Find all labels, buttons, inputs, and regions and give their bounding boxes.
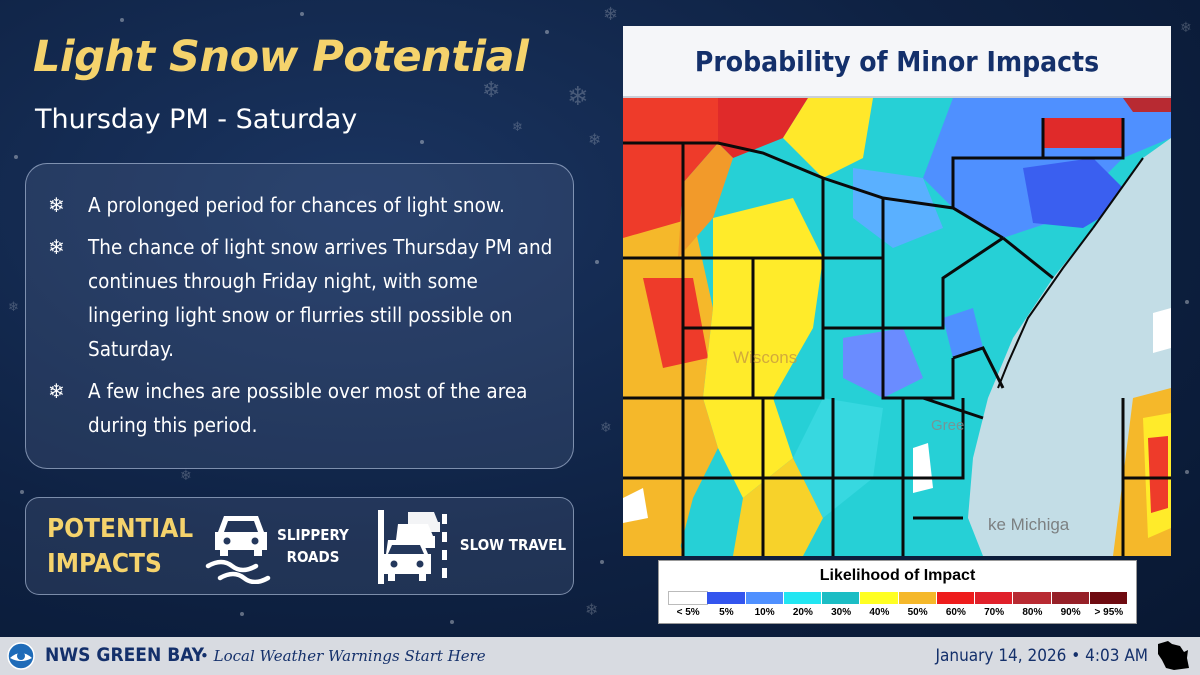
legend-swatch <box>1051 592 1090 604</box>
bullet-panel: ❄ A prolonged period for chances of ligh… <box>25 163 574 469</box>
map-title: Probability of Minor Impacts <box>694 44 1100 78</box>
legend-label: 10% <box>754 607 775 618</box>
legend-label: 30% <box>831 607 852 618</box>
legend-swatch <box>975 592 1014 604</box>
snowflake-icon: ❄ <box>1180 20 1192 36</box>
snowflake-icon: ❄ <box>180 468 192 484</box>
issue-datetime: January 14, 2026 • 4:03 AM <box>935 646 1149 666</box>
snowflake-icon: ❄ <box>567 82 589 112</box>
impacts-panel: POTENTIAL IMPACTS SLIPPERY ROADS <box>25 497 574 595</box>
legend-label: 20% <box>792 607 813 618</box>
snowflake-icon: ❄ <box>48 235 65 259</box>
legend-swatch <box>822 592 861 604</box>
snowflake-icon: ❄ <box>48 379 65 403</box>
bullet-text: A prolonged period for chances of light … <box>88 193 505 217</box>
legend-title: Likelihood of Impact <box>819 567 976 584</box>
legend-swatch <box>667 591 709 605</box>
snowflake-icon: ❄ <box>588 130 602 149</box>
map-legend: Likelihood of Impact < 5% 5% 10% 20% 30% 40% 5… <box>658 560 1137 624</box>
list-item: ❄ A few inches are possible over most of… <box>48 374 553 442</box>
legend-swatch <box>898 592 937 604</box>
legend-swatch <box>936 592 975 604</box>
legend-swatch <box>707 592 746 604</box>
legend-labels: < 5% 5% 10% 20% 30% 40% 50% 60% 70% 80% 90% > 95% <box>669 607 1128 618</box>
map-image: Wiscons Gree ke Michiga <box>623 98 1171 556</box>
map-place-label: Gree <box>931 417 964 434</box>
footer-tagline: • Local Weather Warnings Start Here <box>200 647 486 665</box>
slippery-car-icon <box>205 516 271 584</box>
slow-travel-label: SLOW TRAVEL <box>459 536 567 554</box>
snowflake-icon: ❄ <box>512 120 523 135</box>
list-item: ❄ The chance of light snow arrives Thurs… <box>48 230 553 366</box>
impact-probability-map: Probability of Minor Impacts <box>623 26 1171 556</box>
snowflake-icon: ❄ <box>8 300 19 315</box>
slippery-roads-label: SLIPPERY ROADS <box>277 526 349 566</box>
list-item: ❄ A prolonged period for chances of ligh… <box>48 188 553 222</box>
snowflake-icon: ❄ <box>603 4 619 25</box>
bullet-text: A few inches are possible over most of t… <box>88 379 528 437</box>
snowflake-icon: ❄ <box>585 600 599 619</box>
legend-swatch <box>783 592 822 604</box>
legend-label: 60% <box>945 607 966 618</box>
snowflake-icon: ❄ <box>600 420 612 436</box>
legend-swatch <box>745 592 784 604</box>
footer: NWS GREEN BAY • Local Weather Warnings S… <box>0 637 1200 675</box>
map-header: Probability of Minor Impacts <box>623 26 1171 98</box>
page-subtitle: Thursday PM - Saturday <box>35 104 358 135</box>
bullet-text: The chance of light snow arrives Thursda… <box>88 235 553 361</box>
map-place-label: ke Michiga <box>988 515 1070 534</box>
legend-color-bar <box>667 591 1128 605</box>
legend-label: 90% <box>1060 607 1081 618</box>
traffic-jam-icon <box>378 510 447 584</box>
legend-label: 80% <box>1022 607 1043 618</box>
legend-swatch <box>1013 592 1052 604</box>
legend-label: > 95% <box>1094 607 1124 618</box>
impacts-title: POTENTIAL IMPACTS <box>47 514 194 579</box>
legend-swatch <box>1089 592 1128 604</box>
wisconsin-state-icon <box>1158 641 1189 670</box>
legend-label: 50% <box>907 607 928 618</box>
snowflake-icon: ❄ <box>482 78 501 103</box>
snowflake-icon: ❄ <box>48 193 65 217</box>
legend-label: < 5% <box>676 607 700 618</box>
legend-label: 5% <box>719 607 734 618</box>
legend-swatch <box>860 592 899 604</box>
office-name: NWS GREEN BAY <box>45 644 205 666</box>
legend-label: 40% <box>869 607 890 618</box>
legend-label: 70% <box>984 607 1005 618</box>
noaa-logo-icon <box>7 642 35 670</box>
page-title: Light Snow Potential <box>33 32 529 82</box>
map-place-label: Wiscons <box>733 348 797 367</box>
